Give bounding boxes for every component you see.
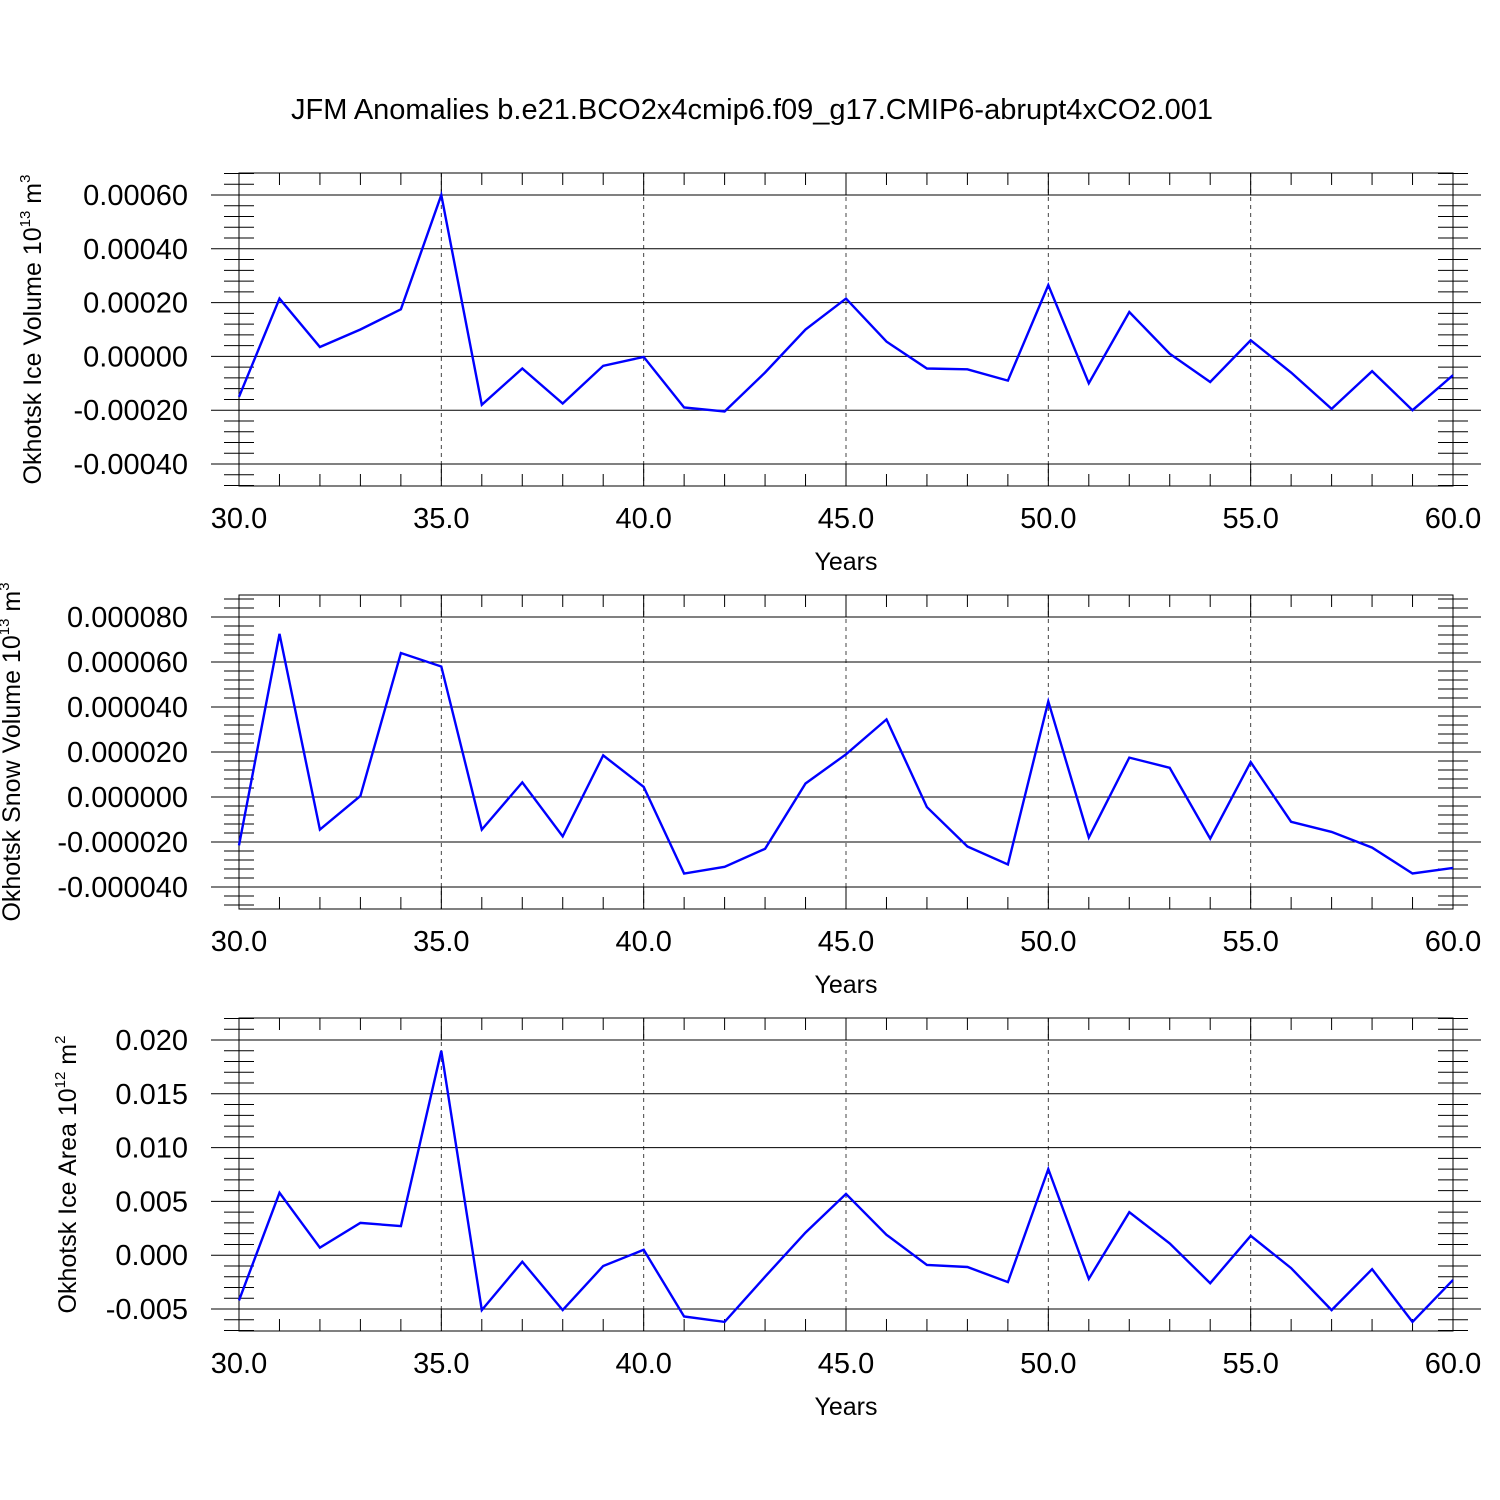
- x-tick-label: 35.0: [413, 1348, 469, 1380]
- x-tick-label: 45.0: [818, 926, 874, 958]
- y-tick-label: 0.005: [115, 1186, 188, 1218]
- chart-title: JFM Anomalies b.e21.BCO2x4cmip6.f09_g17.…: [291, 94, 1213, 126]
- x-axis-label: Years: [814, 1393, 877, 1421]
- x-tick-label: 30.0: [211, 503, 267, 535]
- x-tick-label: 30.0: [211, 1348, 267, 1380]
- y-tick-label: 0.010: [115, 1133, 188, 1165]
- x-tick-label: 60.0: [1425, 1348, 1481, 1380]
- panel-2: -0.000040 -0.000020 0.000000 0.000020 0.0000…: [0, 582, 1481, 999]
- y-tick-label: 0.00020: [83, 288, 188, 320]
- panel-3: -0.005 0.000 0.005 0.010 0.015 0.020 30.0 35.0 4…: [52, 1017, 1481, 1421]
- x-tick-label: 55.0: [1222, 926, 1278, 958]
- x-tick-label: 35.0: [413, 926, 469, 958]
- x-tick-label: 30.0: [211, 926, 267, 958]
- y-tick-label: 0.000080: [67, 602, 188, 634]
- panels: -0.00040 -0.00020 0.00000 0.00020 0.00040 0.0…: [0, 172, 1481, 1421]
- y-tick-label: -0.00040: [74, 449, 189, 481]
- series-line: [237, 190, 1454, 413]
- y-tick-label: -0.005: [106, 1294, 188, 1326]
- x-axis-label: Years: [814, 548, 877, 576]
- series-line: [237, 1050, 1454, 1324]
- y-tick-label: -0.00020: [74, 395, 189, 427]
- x-tick-label: 50.0: [1020, 503, 1076, 535]
- y-axis-label: Okhotsk Snow Volume 1013 m3: [0, 582, 26, 921]
- y-tick-label: 0.000: [115, 1240, 188, 1272]
- y-tick-label: 0.020: [115, 1025, 188, 1057]
- y-tick-label: 0.000040: [67, 692, 188, 724]
- x-tick-label: 50.0: [1020, 1348, 1076, 1380]
- x-tick-label: 60.0: [1425, 926, 1481, 958]
- x-tick-label: 45.0: [818, 1348, 874, 1380]
- y-tick-label: 0.000060: [67, 647, 188, 679]
- y-tick-label: 0.00060: [83, 180, 188, 212]
- y-tick-label: 0.00040: [83, 234, 188, 266]
- panel-1: -0.00040 -0.00020 0.00000 0.00020 0.00040 0.0…: [17, 172, 1481, 576]
- y-tick-label: 0.000020: [67, 737, 188, 769]
- y-tick-label: 0.00000: [83, 341, 188, 373]
- x-tick-label: 40.0: [615, 1348, 671, 1380]
- y-axis-label: Okhotsk Ice Volume 1013 m3: [17, 175, 47, 485]
- x-tick-label: 40.0: [615, 503, 671, 535]
- y-tick-label: 0.015: [115, 1079, 188, 1111]
- x-axis-label: Years: [814, 971, 877, 999]
- x-tick-label: 35.0: [413, 503, 469, 535]
- y-tick-label: 0.000000: [67, 782, 188, 814]
- y-tick-label: -0.000020: [57, 827, 188, 859]
- x-tick-label: 55.0: [1222, 503, 1278, 535]
- series-line: [237, 633, 1454, 875]
- x-tick-label: 50.0: [1020, 926, 1076, 958]
- x-tick-label: 60.0: [1425, 503, 1481, 535]
- x-tick-label: 40.0: [615, 926, 671, 958]
- y-tick-label: -0.000040: [57, 872, 188, 904]
- x-tick-label: 45.0: [818, 503, 874, 535]
- x-tick-label: 55.0: [1222, 1348, 1278, 1380]
- y-axis-label: Okhotsk Ice Area 1012 m2: [52, 1036, 82, 1314]
